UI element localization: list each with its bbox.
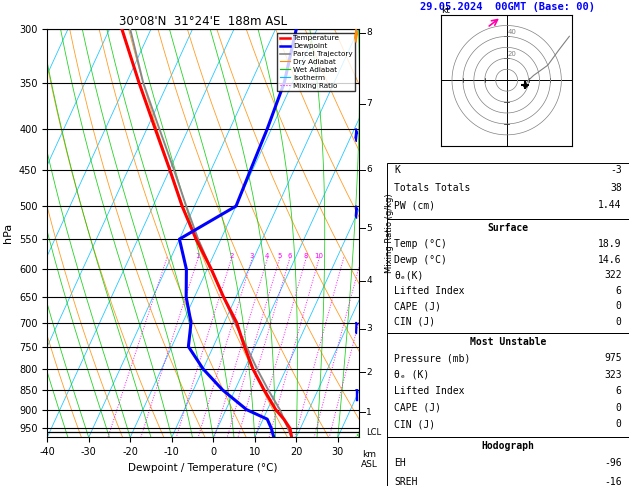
Text: Pressure (mb): Pressure (mb) [394, 353, 470, 364]
Text: 6: 6 [366, 165, 372, 174]
Text: Totals Totals: Totals Totals [394, 183, 470, 193]
Text: Mixing Ratio (g/kg): Mixing Ratio (g/kg) [386, 193, 394, 273]
Text: 8: 8 [366, 28, 372, 37]
Text: K: K [394, 165, 400, 175]
Text: Surface: Surface [487, 223, 528, 233]
Y-axis label: hPa: hPa [3, 223, 13, 243]
Text: 18.9: 18.9 [598, 239, 621, 249]
Text: 323: 323 [604, 370, 621, 380]
Text: 7: 7 [366, 99, 372, 108]
Text: 1.44: 1.44 [598, 200, 621, 210]
Text: 38: 38 [610, 183, 621, 193]
Text: SREH: SREH [394, 477, 418, 486]
Text: 0: 0 [616, 317, 621, 327]
Text: 6: 6 [616, 286, 621, 296]
Text: 4: 4 [265, 253, 270, 259]
Text: -16: -16 [604, 477, 621, 486]
Text: θₑ (K): θₑ (K) [394, 370, 430, 380]
Text: 2: 2 [366, 368, 372, 377]
Title: 30°08'N  31°24'E  188m ASL: 30°08'N 31°24'E 188m ASL [119, 15, 287, 28]
Text: 1: 1 [196, 253, 200, 259]
Text: Temp (°C): Temp (°C) [394, 239, 447, 249]
Text: km
ASL: km ASL [361, 450, 377, 469]
Text: 2: 2 [229, 253, 233, 259]
Legend: Temperature, Dewpoint, Parcel Trajectory, Dry Adiabat, Wet Adiabat, Isotherm, Mi: Temperature, Dewpoint, Parcel Trajectory… [277, 33, 355, 91]
Text: CIN (J): CIN (J) [394, 317, 435, 327]
Text: 1: 1 [366, 408, 372, 417]
Text: PW (cm): PW (cm) [394, 200, 435, 210]
Text: 29.05.2024  00GMT (Base: 00): 29.05.2024 00GMT (Base: 00) [420, 2, 596, 13]
Text: -3: -3 [610, 165, 621, 175]
Text: 40: 40 [508, 29, 516, 35]
Text: Dewp (°C): Dewp (°C) [394, 255, 447, 265]
Text: CAPE (J): CAPE (J) [394, 301, 441, 312]
Text: EH: EH [394, 458, 406, 468]
Text: 6: 6 [287, 253, 292, 259]
Text: 8: 8 [304, 253, 308, 259]
Text: CIN (J): CIN (J) [394, 419, 435, 430]
Text: Most Unstable: Most Unstable [470, 337, 546, 347]
Text: 5: 5 [366, 224, 372, 233]
Text: Lifted Index: Lifted Index [394, 386, 465, 397]
Text: 5: 5 [277, 253, 282, 259]
Text: 6: 6 [616, 386, 621, 397]
Text: 3: 3 [250, 253, 254, 259]
X-axis label: Dewpoint / Temperature (°C): Dewpoint / Temperature (°C) [128, 463, 277, 473]
Text: 0: 0 [616, 301, 621, 312]
Text: 322: 322 [604, 270, 621, 280]
Text: kt: kt [441, 5, 450, 15]
Text: 14.6: 14.6 [598, 255, 621, 265]
Text: -96: -96 [604, 458, 621, 468]
Text: 0: 0 [616, 419, 621, 430]
Text: 975: 975 [604, 353, 621, 364]
Text: 20: 20 [508, 51, 516, 57]
Text: LCL: LCL [366, 428, 382, 436]
Text: Lifted Index: Lifted Index [394, 286, 465, 296]
Text: 10: 10 [314, 253, 323, 259]
Text: CAPE (J): CAPE (J) [394, 403, 441, 413]
Text: θₑ(K): θₑ(K) [394, 270, 423, 280]
Text: 3: 3 [366, 324, 372, 333]
Text: 4: 4 [366, 276, 372, 285]
Text: Hodograph: Hodograph [481, 441, 535, 451]
Text: 0: 0 [616, 403, 621, 413]
